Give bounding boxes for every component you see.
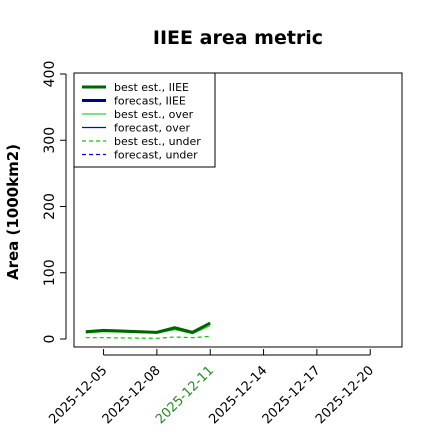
y-tick-label: 200 [42,193,58,220]
y-axis-label: Area (1000km2) [4,144,22,280]
legend-label: best est., over [114,108,194,121]
y-tick-label: 300 [42,127,58,154]
legend-box [73,72,216,168]
y-tick-label: 0 [42,335,58,344]
y-axis: 0 100 200 300 400 [42,61,67,344]
series-line [85,335,211,339]
x-axis: 2025-12-052025-12-082025-12-112025-12-14… [46,349,377,427]
series-layer [85,321,211,339]
y-tick-label: 400 [42,61,58,88]
legend-label: forecast, IIEE [114,95,186,108]
plot-frame [73,72,403,348]
legend-label: best est., IIEE [114,81,189,94]
legend-label: forecast, under [114,149,198,162]
legend-label: forecast, over [114,122,190,135]
series-line [85,321,211,334]
y-tick-label: 100 [42,259,58,286]
legend-label: best est., under [114,135,201,148]
chart-title: IIEE area metric [153,27,323,49]
